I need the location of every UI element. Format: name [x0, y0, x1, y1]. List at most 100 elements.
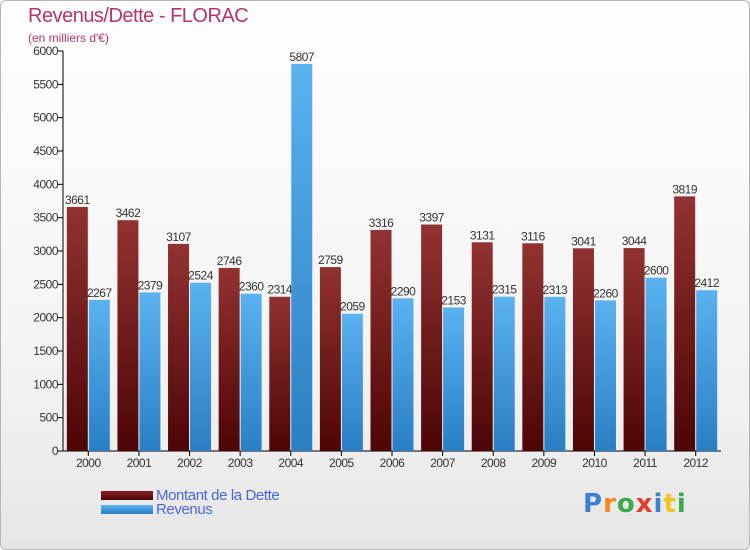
bar-revenue: [88, 299, 110, 451]
bar-revenue: [443, 307, 465, 451]
bar-debt: [66, 206, 88, 451]
logo-letter: r: [603, 489, 617, 519]
bar-revenue: [240, 293, 262, 451]
value-label-revenue: 2267: [87, 286, 113, 300]
y-tick-label: 4500: [33, 144, 59, 158]
bar-revenue: [291, 63, 313, 451]
bar-debt: [674, 196, 696, 451]
x-tick-label: 2010: [582, 456, 608, 470]
bar-debt: [117, 220, 139, 451]
x-tick-label: 2006: [380, 456, 406, 470]
bar-debt: [218, 267, 240, 451]
value-label-debt: 3316: [369, 216, 395, 230]
bar-debt: [623, 248, 645, 451]
bar-debt: [370, 229, 392, 451]
logo-letter: t: [663, 489, 677, 519]
x-axis: 2000 2001 2002 2003 2004 2005 2006 2007 2008 2009…: [63, 450, 721, 470]
logo-letter: o: [616, 489, 636, 519]
bar-revenue: [645, 277, 667, 451]
x-tick-label: 2005: [329, 456, 355, 470]
bar-revenue: [696, 290, 718, 451]
value-label-revenue: 2260: [593, 286, 619, 300]
value-label-debt: 2746: [217, 254, 243, 268]
y-tick-label: 3000: [33, 244, 59, 258]
value-label-revenue: 2524: [188, 269, 214, 283]
bar-debt: [421, 224, 443, 451]
y-tick-label: 5500: [33, 77, 59, 91]
y-tick-label: 1000: [33, 377, 59, 391]
x-tick-label: 2011: [633, 456, 658, 470]
value-label-revenue: 2315: [492, 283, 518, 297]
bar-revenue: [594, 300, 616, 451]
value-label-revenue: 2412: [694, 276, 720, 290]
value-label-revenue: 2600: [644, 264, 670, 278]
legend-swatch-revenue: [101, 504, 153, 514]
value-label-debt: 3041: [571, 234, 597, 248]
bar-debt: [319, 267, 341, 451]
legend-label-debt: Montant de la Dette: [156, 486, 280, 504]
x-tick-label: 2008: [481, 456, 507, 470]
y-tick-label: 500: [39, 411, 58, 425]
bar-revenue: [190, 282, 212, 451]
y-tick-label: 3500: [33, 211, 59, 225]
x-tick-label: 2000: [76, 456, 102, 470]
bar-revenue: [341, 313, 363, 451]
bar-debt: [269, 296, 291, 451]
x-tick-label: 2002: [177, 456, 203, 470]
logo-letter: i: [676, 489, 687, 519]
y-tick-label: 2500: [33, 277, 59, 291]
bar-debt: [522, 243, 544, 451]
y-tick-label: 6000: [33, 44, 59, 58]
value-label-revenue: 5807: [289, 50, 315, 64]
value-label-revenue: 2059: [340, 300, 366, 314]
value-label-debt: 3462: [116, 206, 142, 220]
x-tick-label: 2007: [430, 456, 456, 470]
value-label-revenue: 2153: [441, 293, 467, 307]
y-tick-label: 2000: [33, 311, 59, 325]
legend-item-debt: Montant de la Dette: [101, 486, 280, 504]
bar-revenue: [544, 296, 566, 451]
y-tick-label: 1500: [33, 344, 59, 358]
bar-revenue: [493, 296, 515, 451]
logo-letter: P: [583, 489, 604, 519]
bar-revenue: [392, 298, 414, 451]
value-label-debt: 3819: [672, 182, 698, 196]
y-tick-label: 0: [52, 444, 59, 458]
value-label-revenue: 2360: [239, 280, 265, 294]
value-label-debt: 2314: [267, 283, 293, 297]
bars: [66, 63, 718, 451]
x-tick-label: 2009: [531, 456, 557, 470]
legend-item-revenue: Revenus: [101, 500, 213, 518]
x-tick-label: 2012: [683, 456, 709, 470]
bar-debt: [471, 242, 493, 451]
chart-subtitle: (en milliers d'€): [28, 31, 109, 45]
x-tick-label: 2001: [127, 456, 153, 470]
bar-debt: [572, 248, 594, 451]
value-label-debt: 2759: [318, 253, 344, 267]
logo-letter: x: [635, 489, 654, 519]
legend-label-revenue: Revenus: [156, 500, 213, 518]
y-axis: 0 500 1000 1500 2000 2500 3000 3500 4000 4500 5000…: [33, 44, 64, 458]
x-tick-label: 2003: [228, 456, 254, 470]
x-tick-label: 2004: [278, 456, 304, 470]
value-label-debt: 3044: [622, 234, 648, 248]
y-tick-label: 5000: [33, 111, 59, 125]
chart-title: Revenus/Dette - FLORAC: [28, 5, 249, 27]
bar-debt: [168, 243, 190, 451]
proxiti-logo: Proxiti: [583, 489, 687, 519]
value-label-debt: 3131: [470, 228, 496, 242]
logo-letter: i: [653, 489, 664, 519]
value-label-debt: 3116: [521, 229, 546, 243]
value-label-debt: 3661: [65, 193, 91, 207]
value-label-revenue: 2313: [542, 283, 568, 297]
value-label-debt: 3397: [419, 211, 445, 225]
y-tick-label: 4000: [33, 177, 59, 191]
value-label-debt: 3107: [166, 230, 192, 244]
value-label-revenue: 2379: [138, 278, 164, 292]
legend-swatch-debt: [101, 490, 153, 500]
value-label-revenue: 2290: [391, 284, 417, 298]
bar-revenue: [139, 292, 161, 451]
